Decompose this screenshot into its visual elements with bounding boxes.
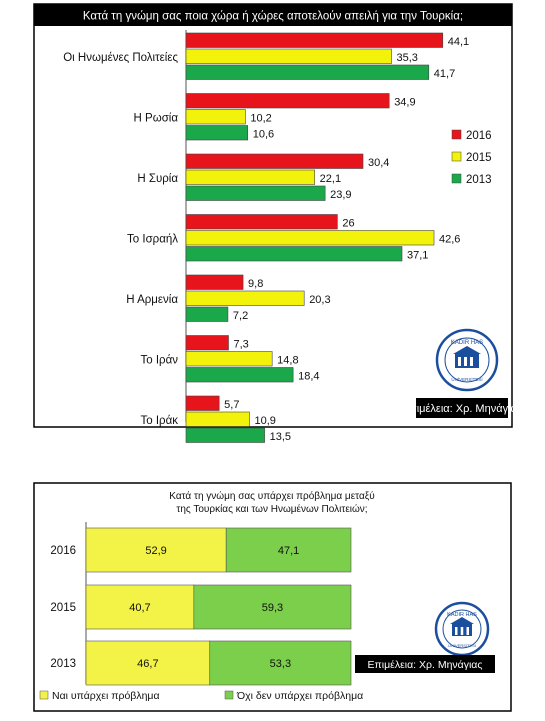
bar-2015 <box>185 230 435 246</box>
value-label: 46,7 <box>137 658 158 670</box>
bar-2016 <box>185 335 229 351</box>
bar-2015 <box>185 48 392 64</box>
category-label: Η Ρωσία <box>134 113 179 125</box>
value-label: 10,9 <box>254 415 275 427</box>
chart-2-bars <box>85 527 352 686</box>
category-label: 2013 <box>50 658 76 670</box>
bar-2016 <box>185 274 244 290</box>
bar-2016 <box>185 395 220 411</box>
bar-2013 <box>185 125 249 141</box>
value-label: 35,3 <box>397 52 418 64</box>
chart-2-credit-badge <box>355 655 495 673</box>
value-label: 34,9 <box>394 97 415 109</box>
value-label: 37,1 <box>407 250 428 262</box>
value-label: 7,2 <box>233 310 248 322</box>
value-label: 22,1 <box>320 173 341 185</box>
bar-2015 <box>185 411 250 427</box>
legend-swatch <box>39 690 49 700</box>
chart-1-credit-badge <box>416 398 508 418</box>
chart-2-legend: Ναι υπάρχει πρόβλημα Όχι δεν υπάρχει πρόβ… <box>39 690 363 702</box>
value-label: 20,3 <box>309 294 330 306</box>
bar-2013 <box>185 306 229 322</box>
value-label: 52,9 <box>145 545 166 557</box>
value-label: 23,9 <box>330 189 351 201</box>
legend-label: 2015 <box>466 152 492 164</box>
category-label: Οι Ηνωμένες Πολιτείες <box>63 52 178 64</box>
bar-2013 <box>185 246 403 262</box>
value-label: 13,5 <box>270 431 291 443</box>
category-label: Η Συρία <box>137 173 178 185</box>
value-label: 7,3 <box>234 339 249 351</box>
category-label: Το Ιράν <box>141 355 179 367</box>
legend-label: Όχι δεν υπάρχει πρόβλημα <box>236 690 363 702</box>
category-label: 2015 <box>50 602 76 614</box>
chart-1-title: Κατά τη γνώμη σας ποια χώρα ή χώρες αποτ… <box>83 11 463 23</box>
value-label: 14,8 <box>277 355 298 367</box>
bar-2013 <box>185 367 294 383</box>
value-label: 41,7 <box>434 68 455 80</box>
legend-swatch-2016 <box>451 129 462 140</box>
bar-2016 <box>185 32 444 48</box>
kadir-has-logo-icon: KADIR HAS ÜNİVERSİTESİ <box>434 601 490 657</box>
chart-1-title-bar <box>34 4 512 26</box>
bar-2016 <box>185 93 390 109</box>
legend-label: Ναι υπάρχει πρόβλημα <box>52 690 160 702</box>
value-label: 42,6 <box>439 234 460 246</box>
chart-2: Κατά τη γνώμη σας υπάρχει πρόβλημα μεταξ… <box>33 482 512 712</box>
value-label: 18,4 <box>298 371 319 383</box>
legend-swatch-2015 <box>451 151 462 162</box>
bar-segment <box>193 584 352 630</box>
chart-2-title-line-2: της Τουρκίας και των Ηνωμένων Πολιτειών; <box>176 503 367 515</box>
bar-2015 <box>185 109 246 125</box>
bar-segment <box>225 527 352 573</box>
bar-2015 <box>185 351 273 367</box>
value-label: 10,6 <box>253 129 274 141</box>
value-label: 47,1 <box>278 545 299 557</box>
category-label: Το Ισραήλ <box>127 234 178 246</box>
value-label: 9,8 <box>248 278 263 290</box>
value-label: 40,7 <box>129 602 150 614</box>
legend-label: 2016 <box>466 130 492 142</box>
legend-swatch-2013 <box>451 173 462 184</box>
category-label: Το Ιράκ <box>141 415 179 427</box>
chart-1-bars <box>185 32 444 443</box>
bar-2016 <box>185 214 338 230</box>
bar-segment <box>85 527 227 573</box>
logo-top-text: KADIR HAS <box>447 612 477 618</box>
category-label: Η Αρμενία <box>126 294 178 306</box>
value-label: 53,3 <box>270 658 291 670</box>
value-label: 44,1 <box>448 36 469 48</box>
value-label: 30,4 <box>368 157 389 169</box>
logo-top-text: KADIR HAS <box>451 340 483 346</box>
chart-1: Κατά τη γνώμη σας ποια χώρα ή χώρες αποτ… <box>33 3 522 443</box>
value-label: 5,7 <box>224 399 239 411</box>
legend-label: 2013 <box>466 174 492 186</box>
value-label: 59,3 <box>262 602 283 614</box>
bar-segment <box>209 640 352 686</box>
chart-2-value-labels: 52,9 47,1 40,7 59,3 46,7 53,3 <box>129 545 299 670</box>
category-label: 2016 <box>50 545 76 557</box>
bar-2016 <box>185 153 364 169</box>
bar-segment <box>85 640 211 686</box>
legend-swatch <box>224 690 234 700</box>
bar-2013 <box>185 64 430 80</box>
bar-2013 <box>185 185 326 201</box>
logo-bottom-text: ÜNİVERSİTESİ <box>448 643 476 648</box>
value-label: 10,2 <box>250 113 271 125</box>
chart-1-value-labels: 44,1 35,3 41,7 34,9 10,2 10,6 30,4 22,1 23,9 26 42… <box>224 36 469 443</box>
value-label: 26 <box>342 218 354 230</box>
kadir-has-logo-icon: KADIR HAS ÜNİVERSİTESİ <box>435 328 499 392</box>
chart-1-credit: Επιμέλεια: Χρ. Μηνάγιας <box>402 403 522 415</box>
chart-2-title-line-1: Κατά τη γνώμη σας υπάρχει πρόβλημα μεταξ… <box>169 490 374 502</box>
chart-1-legend: 2016 2015 2013 <box>451 129 492 186</box>
bar-2015 <box>185 290 305 306</box>
chart-2-credit: Επιμέλεια: Χρ. Μηνάγιας <box>368 659 483 671</box>
chart-1-categories: Οι Ηνωμένες Πολιτείες Η Ρωσία Η Συρία Το Ισ… <box>63 52 178 427</box>
bar-2013 <box>185 427 265 443</box>
bar-2015 <box>185 169 315 185</box>
chart-2-categories: 2016 2015 2013 <box>50 545 76 670</box>
logo-bottom-text: ÜNİVERSİTESİ <box>451 376 482 382</box>
